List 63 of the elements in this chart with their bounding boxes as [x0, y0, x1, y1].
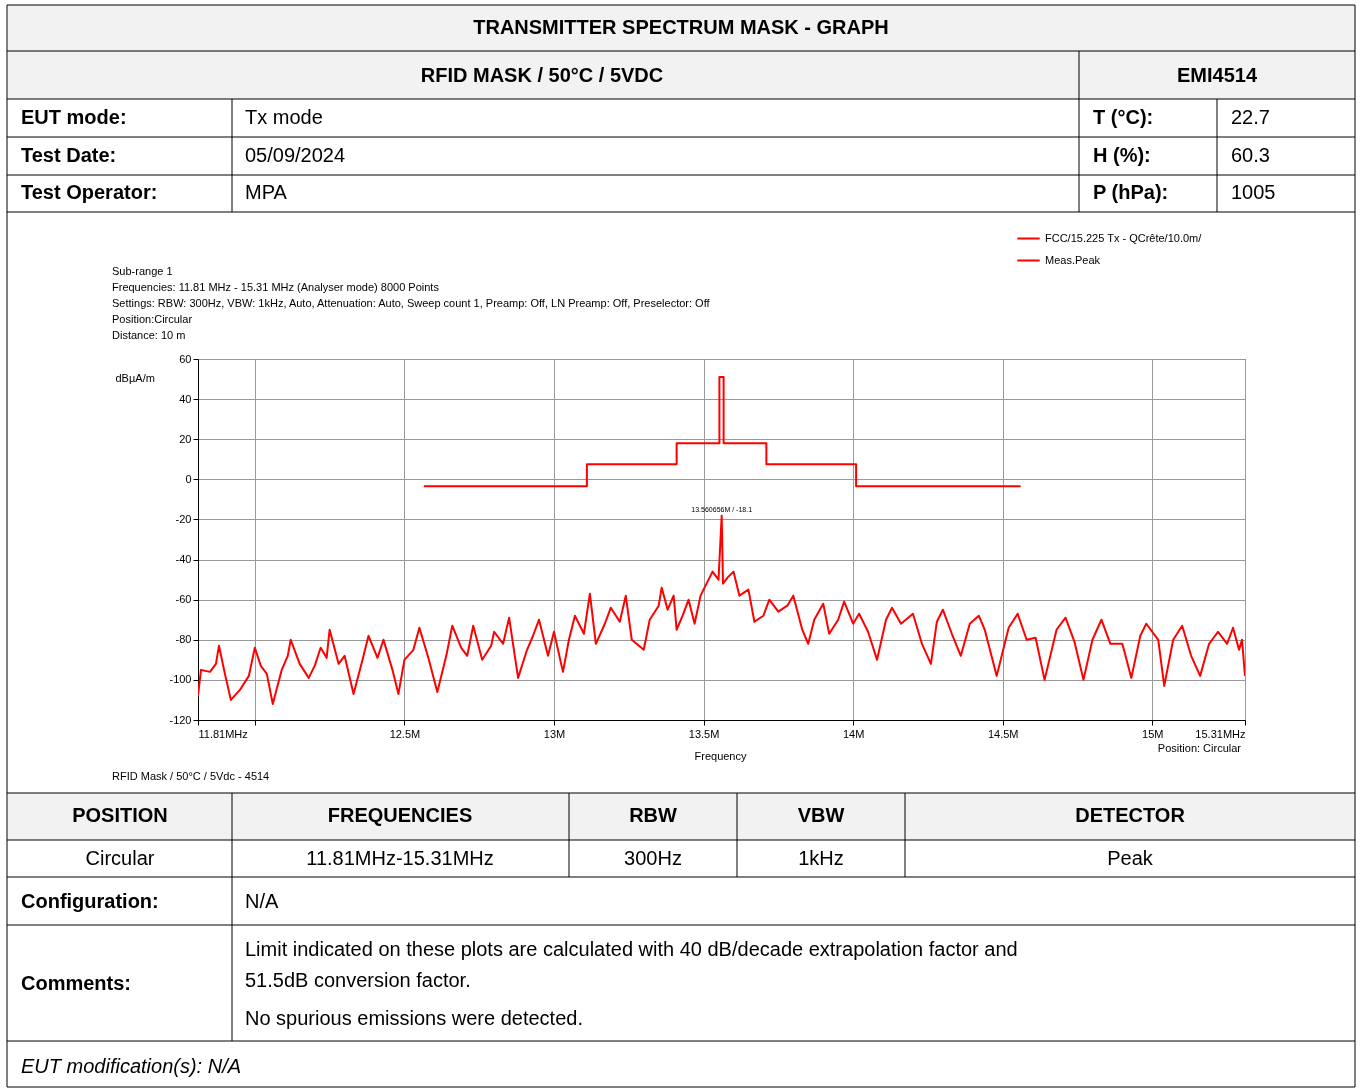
text: Configuration: — [21, 890, 159, 912]
text: TRANSMITTER SPECTRUM MASK - GRAPH — [473, 16, 889, 38]
y-tick-label: 0 — [185, 472, 192, 485]
text: RFID Mask / 50°C / 5Vdc - 4514 — [112, 770, 270, 782]
y-tick-label: -120 — [169, 713, 192, 726]
text: DETECTOR — [1075, 804, 1186, 826]
y-axis-title: dBµA/m — [115, 371, 155, 384]
x-tick-label: 11.81MHz — [198, 727, 248, 740]
text: FREQUENCIES — [327, 804, 473, 826]
text: Settings: RBW: 300Hz, VBW: 1kHz, Auto, Attenuation: Auto, Sweep count 1, Preamp: Off, LN Preamp: Off, Preselector: Off — [112, 297, 711, 309]
text: Test Date: — [21, 144, 117, 166]
text: H (%): — [1093, 144, 1151, 166]
y-tick-label: 60 — [179, 352, 192, 365]
x-tick-label: 13M — [543, 727, 566, 740]
x-tick-label: 13.5M — [688, 727, 720, 740]
legend-label: Meas.Peak — [1045, 253, 1101, 266]
text: 51.5dB conversion factor. — [245, 969, 471, 991]
line-series — [198, 514, 1245, 705]
x-tick-label: 14.5M — [987, 727, 1019, 740]
text: Limit indicated on these plots are calculated with 40 dB/decade extrapolation factor and — [245, 938, 1018, 960]
text: 05/09/2024 — [245, 144, 346, 166]
text: Position:Circular — [112, 313, 193, 325]
text: EUT mode: — [21, 106, 127, 128]
y-tick-label: -80 — [175, 633, 192, 646]
text: Test Operator: — [21, 181, 158, 203]
text: Sub-range 1 — [112, 265, 173, 277]
x-tick-label: 15M — [1142, 727, 1164, 740]
text: Peak — [1107, 847, 1154, 869]
text: 1kHz — [798, 847, 844, 869]
text: Position: Circular — [1157, 742, 1242, 754]
y-tick-label: 40 — [179, 392, 192, 405]
x-axis-title: Frequency — [694, 749, 747, 762]
x-tick-label: 14M — [842, 727, 865, 740]
y-tick-label: -40 — [175, 553, 192, 566]
x-tick-label: 12.5M — [389, 727, 421, 740]
y-tick-label: -20 — [175, 512, 192, 525]
text: T (°C): — [1093, 106, 1154, 128]
line-series — [422, 376, 1022, 488]
text: No spurious emissions were detected. — [245, 1007, 583, 1029]
text: P (hPa): — [1093, 181, 1169, 203]
text: RFID MASK / 50°C / 5VDC — [420, 64, 664, 86]
text: Tx mode — [245, 106, 323, 128]
y-tick-label: -100 — [169, 673, 192, 686]
text: N/A — [245, 890, 279, 912]
text: 1005 — [1231, 181, 1276, 203]
text: POSITION — [72, 804, 168, 826]
text: Circular — [85, 847, 155, 869]
legend-label: FCC/15.225 Tx - QCrête/10.0m/ — [1045, 231, 1203, 244]
text: Frequencies: 11.81 MHz - 15.31 MHz (Analyser mode) 8000 Points — [112, 281, 440, 293]
text: VBW — [797, 804, 845, 826]
text: RBW — [629, 804, 677, 826]
text: 300Hz — [624, 847, 682, 869]
text: EMI4514 — [1176, 64, 1258, 86]
text: 60.3 — [1231, 144, 1270, 166]
y-tick-label: -60 — [175, 593, 192, 606]
text: EUT modification(s): N/A — [21, 1055, 242, 1077]
text: Distance: 10 m — [112, 329, 186, 341]
text: 22.7 — [1231, 106, 1270, 128]
text: 11.81MHz-15.31MHz — [306, 847, 494, 869]
text: MPA — [245, 181, 288, 203]
y-tick-label: 20 — [179, 432, 192, 445]
text: Comments: — [21, 972, 132, 994]
x-tick-label: 15.31MHz — [1195, 727, 1246, 740]
